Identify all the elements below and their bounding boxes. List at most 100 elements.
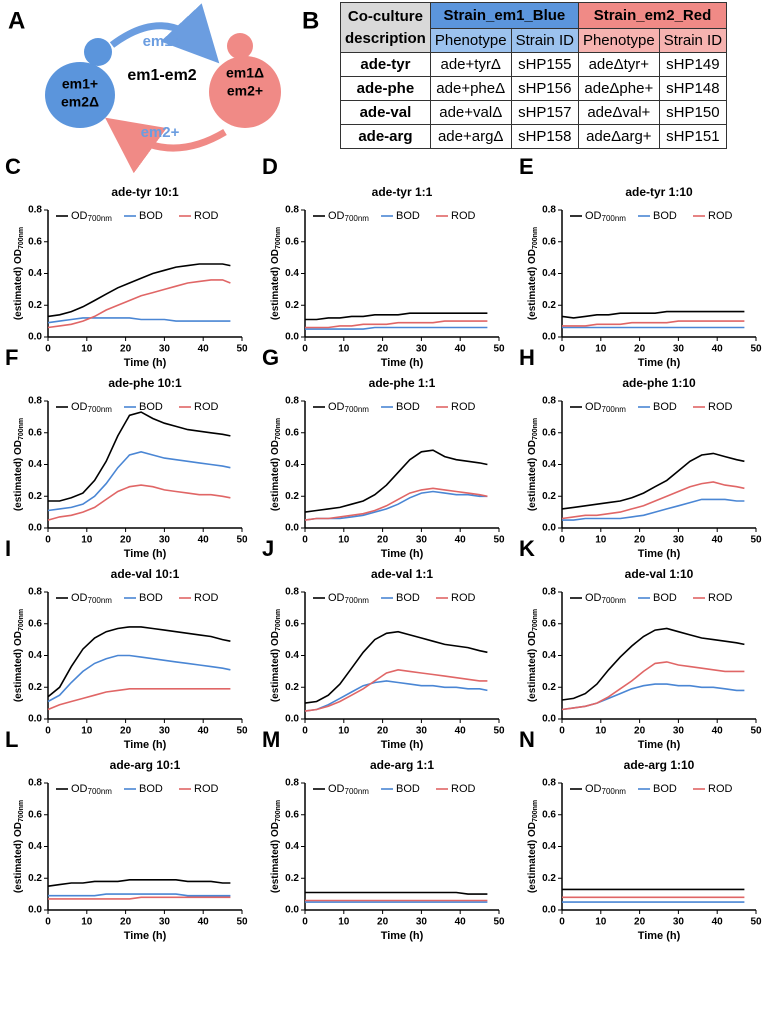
x-tick-label: 30 (159, 917, 171, 928)
y-axis-label-text: (estimated) OD (13, 249, 24, 320)
y-tick-label: 0.0 (542, 523, 556, 534)
y-axis-label-text: (estimated) OD (527, 822, 538, 893)
table-row: ade-val ade+valΔ sHP157 adeΔval+ sHP150 (340, 100, 728, 125)
legend-text: BOD (396, 210, 420, 222)
series-line (47, 279, 231, 329)
header-cell: Co-culture description (340, 2, 431, 53)
table-cell: sHP158 (510, 124, 579, 149)
subheader: Phenotype (577, 28, 660, 53)
x-tick-label: 40 (712, 726, 724, 737)
y-axis-label: (estimated) OD700nm (13, 609, 25, 702)
y-axis-label: (estimated) OD700nm (270, 227, 282, 320)
y-axis-label-sub: 700nm (275, 418, 282, 440)
table-cell: ade-arg (340, 124, 431, 149)
legend-label: BOD (396, 210, 420, 222)
y-axis-label: (estimated) OD700nm (13, 227, 25, 320)
legend-text: OD (585, 592, 602, 604)
legend-label: ROD (451, 592, 476, 604)
x-tick-label: 10 (595, 726, 607, 737)
subheader: Phenotype (429, 28, 512, 53)
legend-text: OD (585, 783, 602, 795)
x-axis-label: Time (h) (638, 548, 681, 560)
y-tick-label: 0.6 (285, 427, 299, 438)
y-tick-label: 0.2 (285, 300, 299, 311)
y-axis-label-text: (estimated) OD (270, 822, 281, 893)
y-tick-label: 0.6 (542, 618, 556, 629)
y-tick-label: 0.8 (285, 778, 299, 789)
series-line (47, 688, 231, 711)
x-axis-label: Time (h) (381, 739, 424, 751)
legend-text: BOD (396, 401, 420, 413)
legend-label: ROD (194, 783, 219, 795)
y-tick-label: 0.0 (285, 905, 299, 916)
y-tick-label: 0.6 (28, 618, 42, 629)
x-tick-label: 10 (81, 726, 93, 737)
legend-text: ROD (708, 401, 733, 413)
series-line (561, 481, 745, 520)
table-cell: sHP151 (658, 124, 728, 149)
x-tick-label: 10 (338, 344, 350, 355)
table-cell: ade-phe (340, 76, 431, 101)
arrow-top (109, 3, 220, 64)
table-cell: adeΔtyr+ (577, 52, 660, 77)
y-axis-label-text: (estimated) OD (270, 249, 281, 320)
legend-label: OD700nm (71, 783, 112, 796)
chart-title: ade-tyr 1:10 (625, 185, 693, 199)
table-cell: sHP156 (510, 76, 579, 101)
y-tick-label: 0.0 (28, 523, 42, 534)
x-tick-label: 50 (236, 726, 248, 737)
x-tick-label: 10 (81, 917, 93, 928)
legend-text: BOD (139, 783, 163, 795)
y-axis-label-sub: 700nm (275, 609, 282, 631)
legend-text: ROD (708, 210, 733, 222)
panel-label: I (5, 536, 11, 561)
x-tick-label: 50 (236, 917, 248, 928)
x-tick-label: 30 (673, 344, 685, 355)
x-tick-label: 30 (673, 917, 685, 928)
series-line (48, 893, 231, 897)
series-line (304, 680, 488, 712)
y-axis-label: (estimated) OD700nm (527, 609, 539, 702)
legend-label: BOD (653, 592, 677, 604)
x-tick-label: 20 (634, 344, 646, 355)
legend-label: OD700nm (585, 783, 626, 796)
y-tick-label: 0.0 (28, 332, 42, 343)
chart-title: ade-tyr 1:1 (372, 185, 433, 199)
x-tick-label: 20 (634, 535, 646, 546)
legend-text: BOD (653, 783, 677, 795)
y-tick-label: 0.6 (285, 236, 299, 247)
panel-label: F (5, 345, 18, 370)
legend-text: OD (585, 401, 602, 413)
legend-label: ROD (194, 592, 219, 604)
legend-sub: 700nm (88, 596, 113, 605)
chart-title: ade-tyr 10:1 (111, 185, 179, 199)
legend-label: OD700nm (585, 210, 626, 223)
y-axis-label-text: (estimated) OD (527, 631, 538, 702)
x-axis-label: Time (h) (124, 930, 167, 942)
x-tick-label: 40 (455, 535, 467, 546)
y-tick-label: 0.2 (28, 491, 42, 502)
y-tick-label: 0.4 (285, 841, 299, 852)
legend-label: ROD (708, 592, 733, 604)
legend-text: OD (585, 210, 602, 222)
y-tick-label: 0.8 (542, 205, 556, 216)
legend-sub: 700nm (602, 405, 627, 414)
y-tick-label: 0.4 (542, 841, 556, 852)
panel-label: A (8, 7, 25, 34)
legend-text: BOD (139, 210, 163, 222)
x-tick-label: 40 (455, 917, 467, 928)
series-line (305, 891, 488, 895)
series-line (47, 879, 231, 887)
y-tick-label: 0.8 (542, 396, 556, 407)
center-label: em1-em2 (127, 67, 196, 84)
legend-text: ROD (451, 783, 476, 795)
legend-label: ROD (708, 210, 733, 222)
group-header: Strain_em2_Red (577, 2, 728, 29)
subheader: Strain ID (658, 28, 728, 53)
chart-title: ade-arg 1:10 (624, 758, 695, 772)
x-tick-label: 50 (493, 726, 505, 737)
table-body: ade-tyr ade+tyrΔ sHP155 adeΔtyr+ sHP149 ade-p… (340, 52, 728, 149)
panel-label: L (5, 727, 18, 752)
